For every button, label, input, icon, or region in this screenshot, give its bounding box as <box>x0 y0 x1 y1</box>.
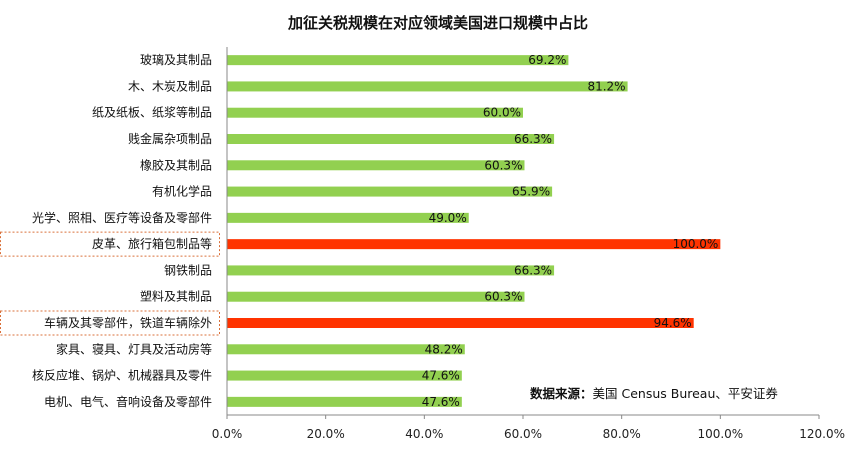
category-label: 贱金属杂项制品 <box>128 131 212 146</box>
bar <box>227 291 525 302</box>
bar <box>227 396 462 407</box>
highlight-box <box>0 231 220 257</box>
category-label: 皮革、旅行箱包制品等 <box>92 236 212 251</box>
category-label: 有机化学品 <box>152 184 212 199</box>
chart-title: 加征关税规模在对应领域美国进口规模中占比 <box>287 14 588 32</box>
value-label: 49.0% <box>429 211 467 225</box>
category-label: 木、木炭及制品 <box>128 79 212 93</box>
category-label: 电机、电气、音响设备及零部件 <box>44 394 212 409</box>
category-label: 纸及纸板、纸浆等制品 <box>92 105 212 120</box>
bar <box>227 212 469 223</box>
highlight-box <box>0 310 220 336</box>
value-label: 47.6% <box>422 395 460 409</box>
bars <box>227 55 721 407</box>
x-tick-label: 40.0% <box>405 427 443 441</box>
source-note-text: 美国 Census Bureau、平安证券 <box>593 386 779 401</box>
x-tick-label: 100.0% <box>697 427 743 441</box>
category-label: 车辆及其零部件，铁道车辆除外 <box>44 315 212 330</box>
value-labels: 69.2% 81.2% 60.0% 66.3% 60.3% 65.9% 49.0% 100.0… <box>422 53 719 409</box>
value-label: 66.3% <box>514 263 552 277</box>
bar <box>227 239 721 250</box>
source-note-label: 数据来源： <box>529 386 593 401</box>
value-label: 100.0% <box>673 237 719 251</box>
x-tick-label: 80.0% <box>603 427 641 441</box>
highlight-boxes <box>0 231 220 336</box>
bar <box>227 186 553 197</box>
x-tick-label: 120.0% <box>799 427 845 441</box>
value-label: 60.3% <box>484 290 522 304</box>
bar <box>227 265 555 276</box>
bar <box>227 344 465 355</box>
bar <box>227 81 628 92</box>
category-label: 核反应堆、锅炉、机械器具及零件 <box>32 368 212 383</box>
category-label: 塑料及其制品 <box>140 289 212 304</box>
bar <box>227 107 523 118</box>
category-label: 玻璃及其制品 <box>140 53 212 67</box>
bar <box>227 55 569 66</box>
value-label: 60.3% <box>484 158 522 172</box>
value-label: 66.3% <box>514 132 552 146</box>
value-label: 60.0% <box>483 106 521 120</box>
x-tick-label: 0.0% <box>212 427 243 441</box>
value-label: 94.6% <box>654 316 692 330</box>
value-label: 69.2% <box>528 53 566 67</box>
bar <box>227 370 462 381</box>
category-label: 橡胶及其制品 <box>140 157 212 172</box>
category-label: 光学、照相、医疗等设备及零部件 <box>32 210 212 225</box>
source-note: 数据来源：美国 Census Bureau、平安证券 <box>529 386 778 401</box>
value-label: 47.6% <box>422 369 460 383</box>
bar <box>227 160 525 171</box>
bar <box>227 134 555 144</box>
category-labels: 玻璃及其制品木、木炭及制品纸及纸板、纸浆等制品贱金属杂项制品橡胶及其制品有机化学… <box>32 53 212 409</box>
category-label: 家具、寝具、灯具及活动房等 <box>56 341 212 356</box>
value-label: 65.9% <box>512 185 550 199</box>
category-label: 钢铁制品 <box>164 263 212 277</box>
bar <box>227 318 694 328</box>
x-tick-label: 20.0% <box>307 427 345 441</box>
value-label: 81.2% <box>587 79 625 93</box>
value-label: 48.2% <box>425 342 463 356</box>
x-tick-label: 60.0% <box>504 427 542 441</box>
x-axis-ticks: 0.0% 20.0% 40.0% 60.0% 80.0% 100.0% 120.0% <box>212 415 845 441</box>
